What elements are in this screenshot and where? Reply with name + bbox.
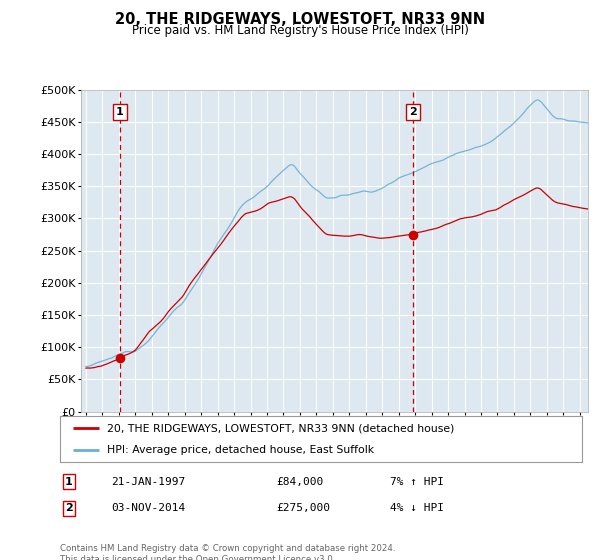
Text: HPI: Average price, detached house, East Suffolk: HPI: Average price, detached house, East…: [107, 445, 374, 455]
Text: Price paid vs. HM Land Registry's House Price Index (HPI): Price paid vs. HM Land Registry's House …: [131, 24, 469, 36]
Text: 20, THE RIDGEWAYS, LOWESTOFT, NR33 9NN (detached house): 20, THE RIDGEWAYS, LOWESTOFT, NR33 9NN (…: [107, 423, 454, 433]
Text: 1: 1: [65, 477, 73, 487]
Text: Contains HM Land Registry data © Crown copyright and database right 2024.
This d: Contains HM Land Registry data © Crown c…: [60, 544, 395, 560]
Text: £275,000: £275,000: [276, 503, 330, 514]
Text: 2: 2: [65, 503, 73, 514]
Text: 21-JAN-1997: 21-JAN-1997: [111, 477, 185, 487]
Text: 1: 1: [116, 107, 124, 117]
Text: 2: 2: [409, 107, 416, 117]
Text: 7% ↑ HPI: 7% ↑ HPI: [390, 477, 444, 487]
Text: £84,000: £84,000: [276, 477, 323, 487]
Text: 20, THE RIDGEWAYS, LOWESTOFT, NR33 9NN: 20, THE RIDGEWAYS, LOWESTOFT, NR33 9NN: [115, 12, 485, 27]
Text: 03-NOV-2014: 03-NOV-2014: [111, 503, 185, 514]
Text: 4% ↓ HPI: 4% ↓ HPI: [390, 503, 444, 514]
